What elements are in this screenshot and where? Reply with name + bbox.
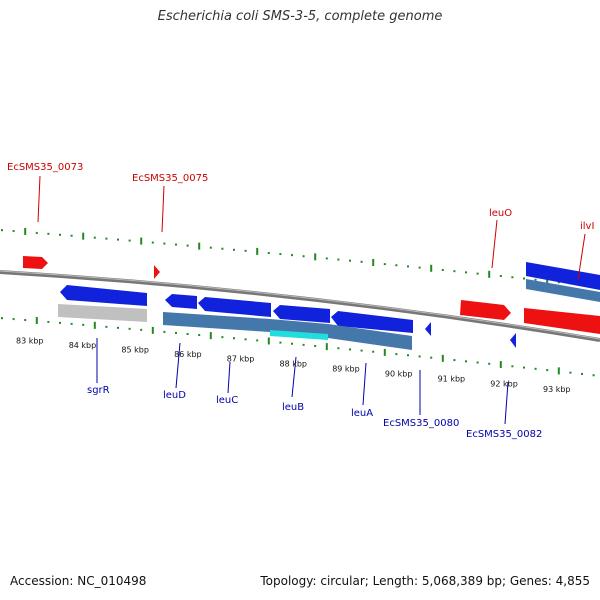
kbp-label: 91 kbp bbox=[438, 375, 466, 384]
label-leuC[interactable]: leuC bbox=[216, 395, 238, 406]
kbp-label: 92 kbp bbox=[490, 380, 518, 389]
label-EcSMS35_0073[interactable]: EcSMS35_0073 bbox=[7, 162, 83, 173]
kbp-label: 87 kbp bbox=[227, 355, 255, 364]
label-leuD[interactable]: leuD bbox=[163, 390, 186, 401]
kbp-label: 90 kbp bbox=[385, 369, 413, 378]
forward-gene-EcSMS35_0073[interactable] bbox=[23, 256, 48, 269]
kbp-label: 83 kbp bbox=[16, 336, 44, 345]
genome-stats-text: Topology: circular; Length: 5,068,389 bp… bbox=[260, 574, 590, 588]
reverse-gene-leuC[interactable] bbox=[198, 297, 271, 317]
kbp-label: 93 kbp bbox=[543, 385, 571, 394]
forward-gene-ilvI[interactable] bbox=[524, 308, 600, 334]
reverse-gene-leuD[interactable] bbox=[165, 294, 197, 309]
cds-track-leu bbox=[163, 312, 270, 332]
kbp-label: 84 kbp bbox=[69, 341, 97, 350]
forward-gene-ilvI-track2[interactable] bbox=[526, 279, 600, 302]
track-sgrR bbox=[58, 304, 147, 322]
kbp-label: 85 kbp bbox=[121, 345, 149, 354]
genome-backbone-highlight bbox=[0, 270, 600, 340]
kbp-label: 86 kbp bbox=[174, 350, 202, 359]
top-label-leaders bbox=[37, 175, 586, 281]
bottom-label-leaders bbox=[96, 338, 509, 425]
label-ilvI[interactable]: ilvI bbox=[580, 221, 594, 232]
forward-gene-leuO[interactable] bbox=[460, 300, 511, 320]
cds-track-leuA bbox=[328, 324, 412, 350]
label-EcSMS35_0082[interactable]: EcSMS35_0082 bbox=[466, 429, 542, 440]
reverse-gene-EcSMS35_0080[interactable] bbox=[425, 322, 431, 336]
kbp-label: 88 kbp bbox=[280, 360, 308, 369]
map-title: Escherichia coli SMS-3-5, complete genom… bbox=[157, 9, 443, 24]
label-leuO[interactable]: leuO bbox=[489, 208, 512, 219]
label-leuA[interactable]: leuA bbox=[351, 408, 373, 419]
label-leuB[interactable]: leuB bbox=[282, 402, 304, 413]
label-sgrR[interactable]: sgrR bbox=[87, 385, 110, 396]
reverse-gene-leuA[interactable] bbox=[331, 311, 413, 333]
forward-gene-ilvI-track1[interactable] bbox=[526, 262, 600, 290]
forward-gene-EcSMS35_0075[interactable] bbox=[154, 265, 160, 279]
accession-text: Accession: NC_010498 bbox=[10, 574, 147, 588]
reverse-gene-leuB[interactable] bbox=[273, 305, 330, 323]
kbp-labels: 83 kbp 84 kbp 85 kbp 86 kbp 87 kbp 88 kbp 89 k… bbox=[16, 336, 571, 394]
label-EcSMS35_0075[interactable]: EcSMS35_0075 bbox=[132, 173, 208, 184]
upper-tick-row bbox=[1, 227, 595, 288]
reverse-gene-EcSMS35_0082[interactable] bbox=[510, 333, 516, 348]
genome-backbone bbox=[0, 270, 600, 342]
label-EcSMS35_0080[interactable]: EcSMS35_0080 bbox=[383, 418, 459, 429]
lower-tick-row bbox=[1, 316, 595, 377]
kbp-label: 89 kbp bbox=[332, 364, 360, 373]
reverse-gene-sgrR[interactable] bbox=[60, 285, 147, 306]
cds-track-highlight bbox=[270, 330, 328, 340]
